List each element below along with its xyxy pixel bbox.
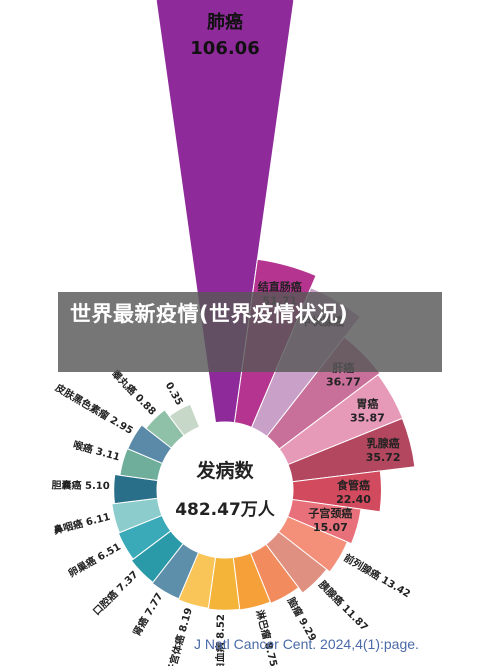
- source-citation: J Natl Cancer Cent. 2024,4(1):page.: [194, 636, 419, 652]
- slice-label-8: 子宫颈癌 15.07: [308, 506, 352, 534]
- center-value: 482.47万人: [175, 500, 275, 520]
- slice-label-13: 白血病 8.52: [213, 614, 227, 666]
- center-title: 发病数: [196, 460, 254, 482]
- slice-label-20: 喉癌 3.11: [72, 438, 122, 463]
- slice-label-10: 胰腺癌 11.87: [316, 578, 371, 634]
- slice-label-22: 睾丸癌 0.88: [109, 367, 159, 418]
- slice-label-7: 食管癌 22.40: [336, 478, 371, 506]
- slice-label-17: 卵巢癌 6.51: [66, 540, 123, 580]
- slice-value-1: 106.06: [190, 38, 259, 59]
- slice-label-5: 胃癌 35.87: [350, 396, 385, 424]
- slice-label-6: 乳腺癌 35.72: [366, 436, 401, 464]
- title-banner: [58, 292, 442, 372]
- center-hole: [157, 422, 293, 558]
- slice-label-18: 鼻咽癌 6.11: [52, 510, 112, 537]
- slice-label-1: 肺癌: [207, 11, 243, 33]
- banner-title: 世界最新疫情(世界疫情状况): [70, 302, 349, 326]
- slice-label-14: 子宫体癌 8.19: [164, 606, 195, 666]
- slice-label-15: 肾癌 7.77: [130, 590, 166, 638]
- slice-label-9: 前列腺癌 13.42: [342, 551, 413, 600]
- slice-label-23: 0.35: [163, 381, 185, 408]
- center-label: 发病数 482.47万人: [160, 456, 290, 520]
- slice-label-19: 胆囊癌 5.10: [52, 478, 110, 492]
- slice-label-16: 口腔癌 7.37: [90, 568, 141, 618]
